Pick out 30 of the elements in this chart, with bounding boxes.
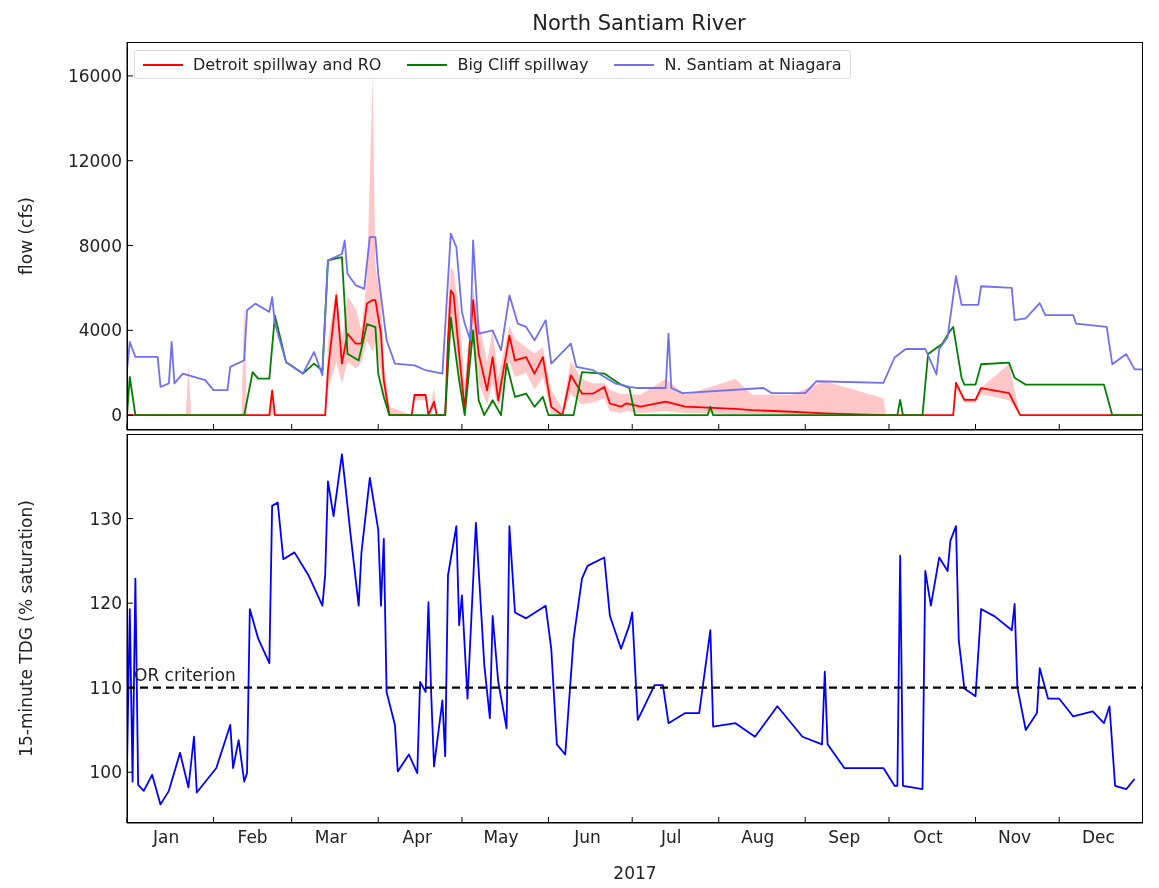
line-series [127, 232, 1143, 395]
x-axis-title: 2017 [613, 863, 657, 883]
y-tick-label: 12000 [67, 150, 122, 171]
y-axis-title: 15-minute TDG (% saturation) [16, 500, 37, 757]
x-tick-label: Jan [151, 827, 180, 847]
x-tick-label: Feb [237, 827, 268, 847]
y-tick-label: 110 [89, 677, 122, 698]
y-tick-label: 130 [89, 508, 122, 529]
y-tick-label: 8000 [78, 235, 122, 256]
y-tick-label: 0 [111, 405, 122, 426]
x-tick-label: Aug [741, 827, 775, 847]
x-tick-label: Jul [660, 827, 682, 847]
x-tick-label: May [483, 827, 519, 847]
legend-label: N. Santiam at Niagara [664, 55, 842, 74]
x-tick-label: Dec [1081, 827, 1115, 847]
y-axis-title: flow (cfs) [16, 197, 37, 275]
x-tick-label: Apr [402, 827, 432, 847]
chart-title: North Santiam River [531, 10, 747, 37]
x-tick-label: Jun [573, 827, 601, 847]
legend-label: Big Cliff spillway [457, 55, 589, 74]
legend-label: Detroit spillway and RO [193, 55, 382, 74]
x-tick-label: Sep [828, 827, 861, 847]
y-tick-label: 120 [89, 593, 122, 614]
x-tick-label: Mar [314, 827, 347, 847]
y-tick-label: 16000 [67, 65, 122, 86]
x-tick-label: Oct [913, 827, 944, 847]
y-tick-label: 4000 [78, 320, 122, 341]
line-series [127, 256, 1143, 417]
y-tick-label: 100 [89, 762, 122, 783]
x-tick-label: Nov [998, 827, 1032, 847]
